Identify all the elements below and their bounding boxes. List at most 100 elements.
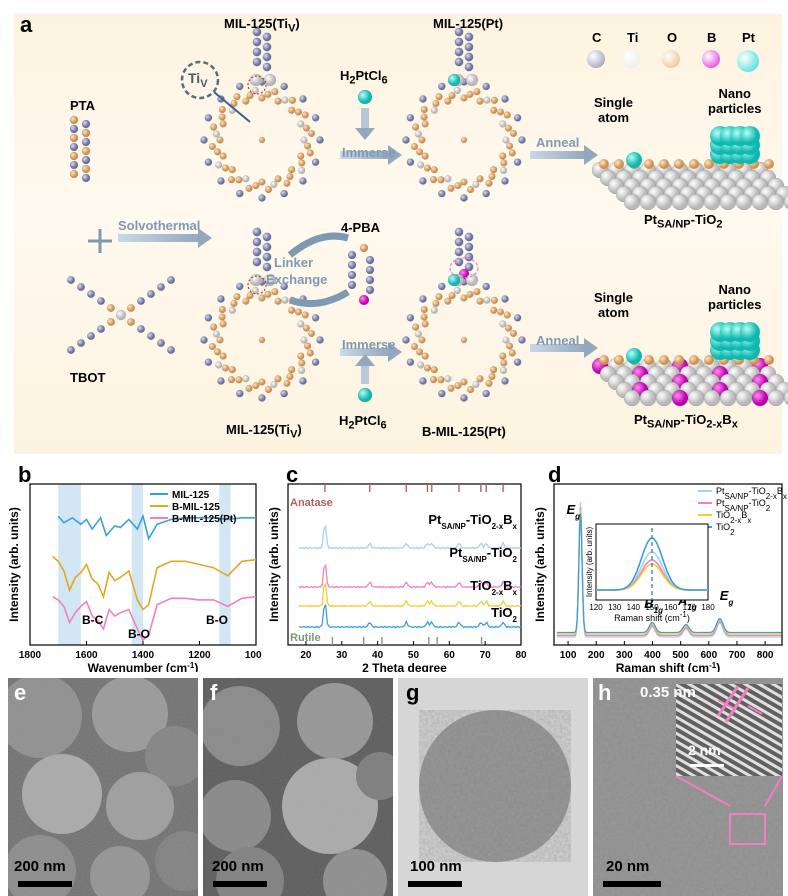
text-span: TiO (491, 605, 512, 620)
atom-c (204, 113, 213, 122)
y-axis-label: Intensity (arb. units) (7, 507, 21, 622)
atom-c (464, 32, 474, 42)
panel-a-schematic (66, 27, 788, 407)
atom-ti (444, 175, 452, 183)
scalebar-e (18, 881, 72, 887)
text-span: 2 (513, 555, 518, 564)
atom-o (444, 97, 452, 105)
panel-label-g: g (406, 680, 420, 705)
atom-o (218, 105, 226, 114)
atom-ti (465, 73, 479, 87)
x-tick-label: 60 (444, 650, 456, 661)
atom-o (488, 172, 496, 181)
atom-ti (251, 86, 260, 95)
x-tick-label: 500 (672, 650, 689, 661)
legend-label: TiO2 (716, 522, 735, 537)
inset-tick-label: 180 (701, 603, 715, 612)
arrow-down-top-head (355, 128, 375, 140)
atom-o (286, 372, 294, 381)
atom-o (504, 124, 513, 132)
panel-label-f: f (210, 680, 218, 705)
atom-o (485, 179, 493, 187)
pt-nanoparticle (740, 126, 760, 146)
atom-o (303, 142, 312, 150)
atom-c (419, 377, 427, 385)
highlight-band (219, 484, 231, 645)
atom-c (365, 265, 375, 275)
atom-c (262, 252, 272, 262)
x-tick-label: 400 (644, 650, 661, 661)
panel-label-e: e (14, 680, 27, 705)
slab-atom (639, 389, 657, 407)
atom-c (86, 331, 96, 341)
x-tick-label: 800 (757, 650, 774, 661)
atom-ti (115, 309, 127, 321)
atom-o (69, 115, 79, 125)
atom-o (271, 288, 279, 296)
slab-atom (764, 355, 774, 365)
text-span: g (574, 512, 580, 521)
atom-c (464, 62, 474, 72)
atom-c (200, 136, 208, 144)
atom-ti (430, 306, 438, 314)
inset-y-label: Intensity (arb. units) (585, 527, 594, 598)
series-label: PtSA/NP-TiO2 (449, 545, 517, 564)
atom-c (419, 95, 427, 103)
slab-atom (655, 389, 673, 407)
atom-o (423, 364, 432, 372)
legend-label: TiO2-xBx (716, 510, 751, 525)
slab-atom (735, 389, 753, 407)
atom-o (306, 349, 314, 357)
atom-c (235, 282, 244, 291)
atom-o (503, 311, 511, 319)
x-tick-label: 1600 (75, 650, 98, 661)
atom-c (280, 82, 289, 91)
atom-c (252, 37, 262, 47)
atom-ti (453, 286, 462, 295)
highlight-band (131, 484, 143, 645)
atom-o (448, 291, 456, 300)
atom-c (262, 242, 272, 252)
text-span: x (513, 522, 518, 531)
atom-o (460, 94, 468, 102)
atom-o (258, 378, 266, 386)
slab-atom (687, 389, 705, 407)
chart-xrd: AnataseRutilePtSA/NP-TiO2-xBxPtSA/NP-TiO… (267, 483, 527, 672)
slab-atom (689, 355, 699, 365)
series-line-0 (298, 524, 522, 550)
atom-o (429, 176, 438, 184)
atom-c (347, 280, 357, 290)
atom-o (499, 352, 507, 360)
atom-ti (417, 161, 425, 169)
atom-o (258, 336, 266, 344)
atom-pt (357, 89, 373, 105)
atom-c (437, 82, 446, 91)
atom-o (218, 305, 226, 314)
atom-c (513, 113, 522, 122)
text-span: -1 (680, 610, 688, 619)
linker-label: Linker (274, 255, 314, 270)
peak-label: B1g (644, 596, 663, 615)
x-tick-label: 700 (729, 650, 746, 661)
text-span: 1g (654, 606, 663, 615)
atom-c (454, 247, 464, 257)
atom-o (437, 176, 445, 184)
text-span: 2-x (730, 516, 741, 525)
atom-c (402, 136, 410, 144)
atom-o (235, 376, 243, 384)
text-span: Pt (716, 486, 725, 496)
atom-c (482, 389, 491, 398)
atom-o (69, 151, 79, 161)
series-line-0 (556, 501, 782, 638)
atom-o (283, 179, 291, 187)
legend-swatch-pt (737, 50, 759, 72)
text-span: -TiO (749, 486, 766, 496)
atom-o (213, 348, 222, 356)
atom-c (252, 57, 262, 67)
atom-c (96, 324, 106, 334)
slab-atom (767, 193, 785, 211)
atom-o (508, 149, 516, 157)
atom-o (221, 364, 230, 372)
atom-o (435, 93, 443, 101)
atom-o (258, 94, 266, 102)
